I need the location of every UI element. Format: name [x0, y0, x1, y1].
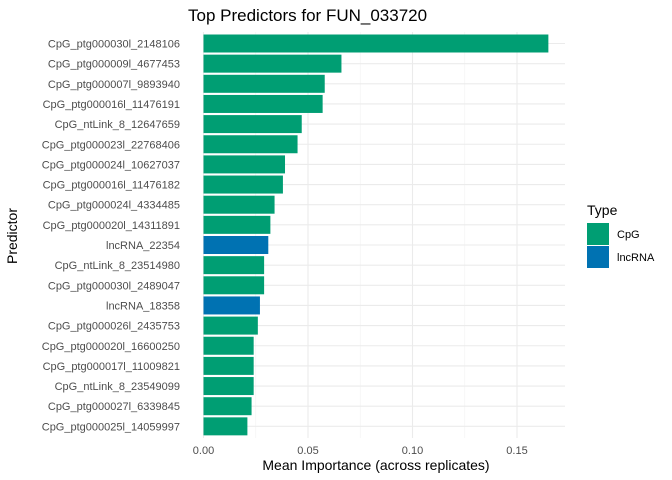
bar: [203, 195, 275, 214]
y-tick-label: CpG_ptg000030l_2148106: [48, 39, 180, 51]
legend: Type CpG lncRNA: [587, 202, 655, 268]
bar: [203, 377, 254, 396]
y-tick-label: CpG_ptg000016l_11476182: [43, 180, 180, 192]
y-tick-label: CpG_ntLink_8_23514980: [55, 260, 180, 272]
y-tick-label: CpG_ptg000020l_14311891: [43, 220, 180, 232]
y-tick-label: CpG_ptg000030l_2489047: [48, 280, 180, 292]
y-tick-label: lncRNA_22354: [106, 240, 180, 252]
chart-title: Top Predictors for FUN_033720: [188, 6, 427, 25]
y-tick-label: CpG_ptg000025l_14059997: [42, 421, 180, 433]
bar: [203, 135, 298, 154]
y-tick-label: CpG_ptg000017l_11009821: [43, 361, 180, 373]
legend-label: CpG: [617, 229, 640, 241]
y-tick-labels: CpG_ptg000030l_2148106 CpG_ptg000009l_467…: [42, 39, 180, 434]
bar: [203, 316, 258, 335]
y-tick-label: CpG_ptg000009l_4677453: [48, 59, 180, 71]
bar: [203, 74, 325, 93]
legend-title: Type: [587, 202, 618, 218]
grid: [202, 32, 565, 438]
y-tick-label: CpG_ptg000016l_11476191: [43, 99, 180, 111]
legend-key: [587, 223, 609, 245]
bar: [203, 397, 252, 416]
y-tick-label: CpG_ptg000026l_2435753: [48, 321, 180, 333]
legend-key: [587, 246, 609, 268]
bar: [203, 236, 269, 254]
y-tick-label: CpG_ptg000027l_6339845: [48, 401, 180, 413]
bar: [203, 54, 342, 73]
bar: [203, 115, 302, 134]
bar: [203, 356, 254, 375]
x-tick-labels: 0.00 0.05 0.10 0.15: [193, 445, 528, 457]
y-tick-label: CpG_ptg000024l_4334485: [48, 200, 180, 212]
y-axis-title: Predictor: [4, 208, 20, 264]
y-tick-label: CpG_ptg000007l_9893940: [48, 79, 180, 91]
y-tick-label: CpG_ptg000020l_16600250: [42, 341, 180, 353]
bar: [203, 215, 271, 234]
y-tick-label: CpG_ntLink_8_12647659: [55, 119, 180, 131]
x-tick-label: 0.10: [402, 445, 423, 457]
x-tick-label: 0.00: [193, 445, 214, 457]
y-tick-label: CpG_ntLink_8_23549099: [55, 381, 180, 393]
x-axis-title: Mean Importance (across replicates): [262, 457, 489, 473]
y-tick-label: CpG_ptg000024l_10627037: [42, 159, 180, 171]
y-tick-label: lncRNA_18358: [106, 300, 180, 312]
bar: [203, 336, 254, 355]
bar: [203, 94, 323, 113]
x-tick-label: 0.05: [297, 445, 318, 457]
bars: [203, 34, 549, 436]
bar: [203, 175, 283, 194]
bar: [203, 155, 286, 174]
x-tick-label: 0.15: [506, 445, 527, 457]
bar: [203, 417, 248, 436]
y-tick-label: CpG_ptg000023l_22768406: [42, 139, 180, 151]
bar: [203, 296, 260, 315]
legend-label: lncRNA: [617, 252, 655, 264]
bar: [203, 276, 265, 295]
bar: [203, 34, 549, 53]
bar: [203, 256, 265, 275]
